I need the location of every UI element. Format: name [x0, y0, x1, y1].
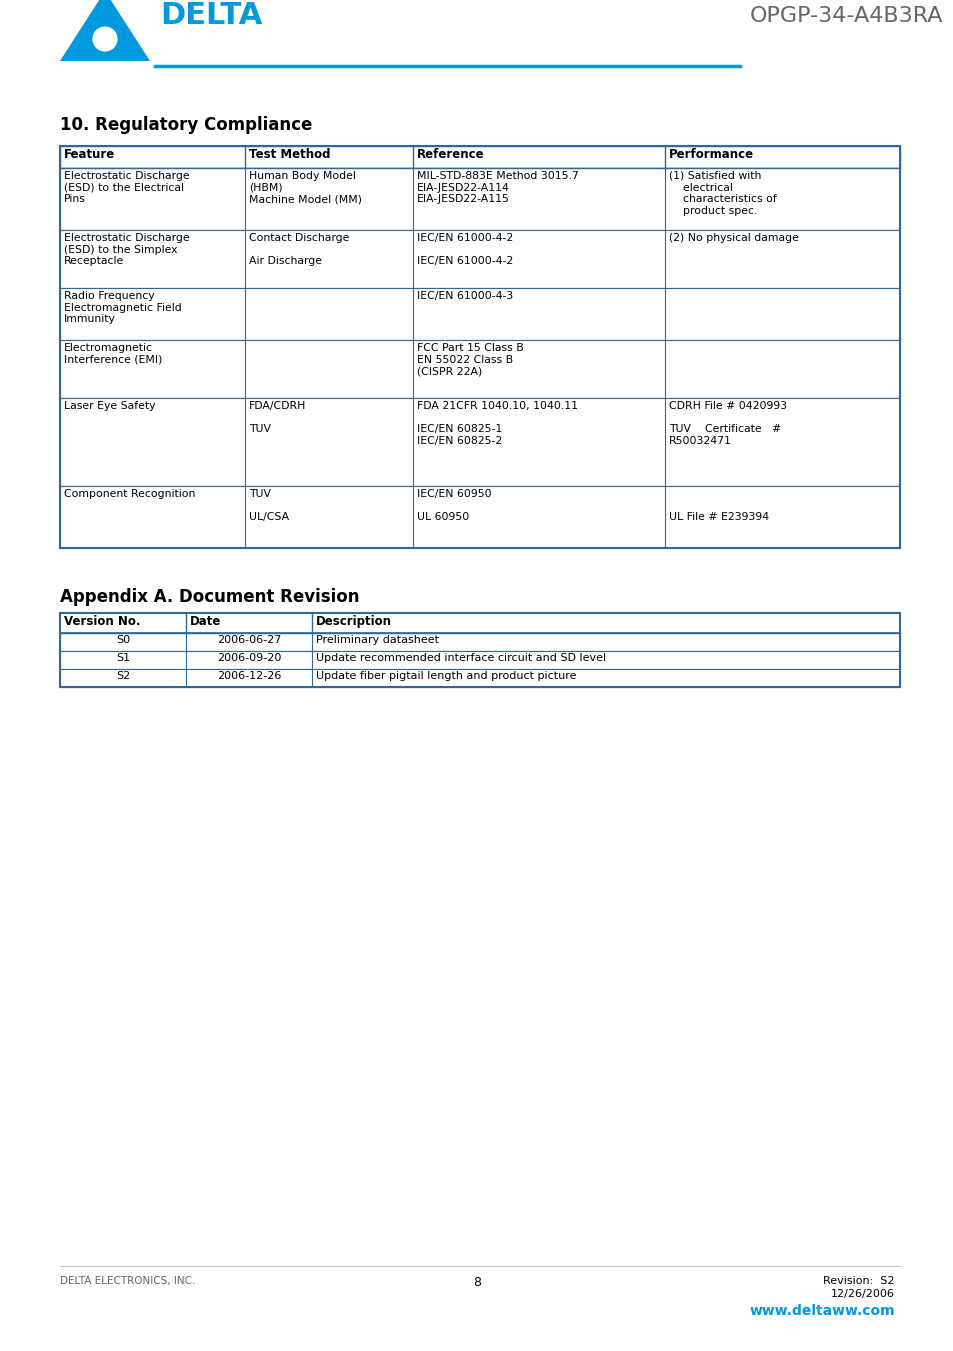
Text: 8: 8 [473, 1275, 480, 1289]
Bar [60, 399, 899, 486]
Text: 2006-09-20: 2006-09-20 [216, 653, 281, 663]
Text: IEC/EN 61000-4-3: IEC/EN 61000-4-3 [416, 290, 513, 301]
Polygon shape [60, 0, 150, 61]
Bar [60, 486, 899, 549]
Text: Preliminary datasheet: Preliminary datasheet [315, 635, 438, 644]
Bar [60, 146, 899, 168]
Bar [60, 613, 899, 634]
Text: Electromagnetic
Interference (EMI): Electromagnetic Interference (EMI) [64, 343, 162, 365]
Bar [60, 669, 899, 688]
Text: Reference: Reference [416, 149, 484, 161]
Text: DELTA: DELTA [160, 1, 262, 30]
Text: OPGP-34-A4B3RA: OPGP-34-A4B3RA [749, 5, 943, 26]
Bar [60, 651, 899, 669]
Text: S2: S2 [115, 671, 130, 681]
Text: 2006-12-26: 2006-12-26 [216, 671, 281, 681]
Text: UL File # E239394: UL File # E239394 [668, 489, 768, 523]
Text: 2006-06-27: 2006-06-27 [216, 635, 281, 644]
Text: IEC/EN 60950

UL 60950: IEC/EN 60950 UL 60950 [416, 489, 491, 523]
Bar [60, 230, 899, 288]
Text: Description: Description [315, 615, 392, 628]
Ellipse shape [94, 31, 106, 41]
Text: Feature: Feature [64, 149, 115, 161]
Text: DELTA ELECTRONICS, INC.: DELTA ELECTRONICS, INC. [60, 1275, 195, 1286]
Text: Update fiber pigtail length and product picture: Update fiber pigtail length and product … [315, 671, 576, 681]
Text: 12/26/2006: 12/26/2006 [830, 1289, 894, 1300]
Bar [60, 288, 899, 340]
Text: FDA/CDRH

TUV: FDA/CDRH TUV [249, 401, 306, 434]
Bar [60, 168, 899, 230]
Text: S1: S1 [116, 653, 130, 663]
Text: Date: Date [190, 615, 221, 628]
Bar [60, 634, 899, 651]
Text: (1) Satisfied with
    electrical
    characteristics of
    product spec.: (1) Satisfied with electrical characteri… [668, 172, 776, 216]
Text: Update recommended interface circuit and SD level: Update recommended interface circuit and… [315, 653, 605, 663]
Text: Version No.: Version No. [64, 615, 140, 628]
Text: Performance: Performance [668, 149, 753, 161]
Text: www.deltaww.com: www.deltaww.com [749, 1304, 894, 1319]
Text: IEC/EN 61000-4-2

IEC/EN 61000-4-2: IEC/EN 61000-4-2 IEC/EN 61000-4-2 [416, 232, 513, 266]
Text: Laser Eye Safety: Laser Eye Safety [64, 401, 155, 411]
Text: Electrostatic Discharge
(ESD) to the Simplex
Receptacle: Electrostatic Discharge (ESD) to the Sim… [64, 232, 190, 266]
Text: Component Recognition: Component Recognition [64, 489, 195, 499]
Text: 10. Regulatory Compliance: 10. Regulatory Compliance [60, 116, 312, 134]
Text: Appendix A. Document Revision: Appendix A. Document Revision [60, 588, 359, 607]
Text: S0: S0 [116, 635, 130, 644]
Text: FDA 21CFR 1040.10, 1040.11

IEC/EN 60825-1
IEC/EN 60825-2: FDA 21CFR 1040.10, 1040.11 IEC/EN 60825-… [416, 401, 578, 446]
Text: Electrostatic Discharge
(ESD) to the Electrical
Pins: Electrostatic Discharge (ESD) to the Ele… [64, 172, 190, 204]
Text: MIL-STD-883E Method 3015.7
EIA-JESD22-A114
EIA-JESD22-A115: MIL-STD-883E Method 3015.7 EIA-JESD22-A1… [416, 172, 578, 204]
Text: (2) No physical damage: (2) No physical damage [668, 232, 798, 243]
Text: Radio Frequency
Electromagnetic Field
Immunity: Radio Frequency Electromagnetic Field Im… [64, 290, 182, 324]
Text: TUV

UL/CSA: TUV UL/CSA [249, 489, 289, 523]
Text: Test Method: Test Method [249, 149, 330, 161]
Text: Revision:  S2: Revision: S2 [822, 1275, 894, 1286]
Text: CDRH File # 0420993

TUV    Certificate   #
R50032471: CDRH File # 0420993 TUV Certificate # R5… [668, 401, 786, 446]
Text: Human Body Model
(HBM)
Machine Model (MM): Human Body Model (HBM) Machine Model (MM… [249, 172, 361, 204]
Text: Contact Discharge

Air Discharge: Contact Discharge Air Discharge [249, 232, 349, 266]
Circle shape [91, 26, 119, 53]
Text: FCC Part 15 Class B
EN 55022 Class B
(CISPR 22A): FCC Part 15 Class B EN 55022 Class B (CI… [416, 343, 523, 376]
Bar [60, 340, 899, 399]
